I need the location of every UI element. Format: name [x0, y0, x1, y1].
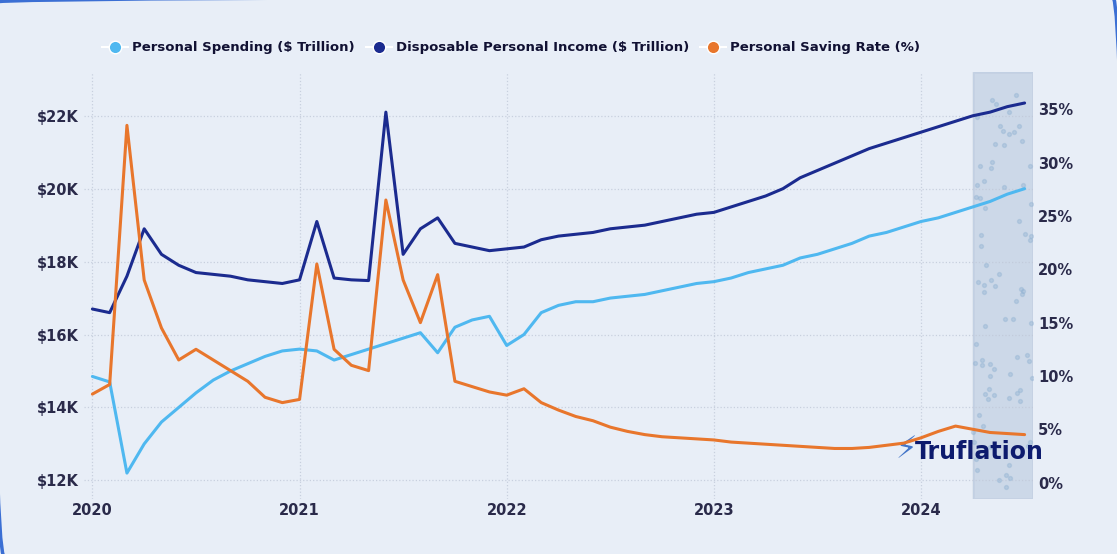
Bar [973, 72, 1033, 499]
Point [975, 281, 993, 290]
Point [964, 428, 982, 437]
Point [984, 96, 1002, 105]
Point [995, 314, 1013, 323]
Point [1000, 130, 1018, 138]
Point [1011, 216, 1029, 225]
Point [1021, 162, 1039, 171]
Bar [973, 72, 1033, 499]
Point [1000, 107, 1018, 116]
Point [976, 260, 994, 269]
Bar [973, 72, 1033, 499]
Text: ⚡: ⚡ [896, 435, 917, 464]
Point [976, 321, 994, 330]
Point [1018, 350, 1035, 359]
Point [991, 269, 1009, 278]
Point [1014, 286, 1032, 295]
Point [1012, 284, 1030, 293]
Point [1000, 394, 1018, 403]
Point [1014, 181, 1032, 189]
Point [968, 465, 986, 474]
Point [973, 361, 991, 370]
Point [1008, 389, 1025, 398]
Point [974, 421, 992, 430]
Point [1013, 136, 1031, 145]
Point [981, 372, 999, 381]
Point [982, 360, 1000, 368]
Point [976, 389, 994, 398]
Point [975, 288, 993, 296]
Point [985, 391, 1003, 399]
Point [994, 126, 1012, 135]
Point [1011, 397, 1029, 406]
Point [1001, 370, 1019, 378]
Point [966, 455, 984, 464]
Point [1011, 121, 1029, 130]
Point [970, 278, 987, 286]
Point [966, 340, 984, 348]
Point [1021, 438, 1039, 447]
Bar [973, 72, 1033, 499]
Point [985, 365, 1003, 374]
Point [982, 163, 1000, 172]
Point [987, 100, 1005, 109]
Point [1022, 199, 1040, 208]
Point [1001, 473, 1019, 482]
Point [982, 276, 1000, 285]
Point [973, 355, 991, 364]
Point [1006, 90, 1024, 99]
Point [1020, 356, 1038, 365]
Point [1004, 314, 1022, 323]
Point [967, 193, 985, 202]
Point [972, 162, 990, 171]
Point [1022, 319, 1040, 327]
Point [1009, 353, 1027, 362]
Point [972, 230, 990, 239]
Point [967, 112, 985, 121]
Point [966, 358, 984, 367]
Point [1006, 296, 1024, 305]
Point [995, 140, 1013, 149]
Point [986, 281, 1004, 290]
Point [992, 121, 1010, 130]
Bar [973, 72, 1033, 499]
Point [983, 157, 1001, 166]
Point [973, 241, 991, 250]
Point [1000, 460, 1018, 469]
Legend: Personal Spending ($ Trillion), Disposable Personal Income ($ Trillion), Persona: Personal Spending ($ Trillion), Disposab… [97, 36, 925, 59]
Point [968, 180, 986, 189]
Bar [973, 72, 1033, 499]
Point [996, 471, 1014, 480]
Point [986, 140, 1004, 148]
Point [996, 483, 1014, 492]
Point [976, 204, 994, 213]
Point [982, 443, 1000, 452]
Bar [973, 72, 1033, 499]
Text: Truflation: Truflation [915, 440, 1043, 464]
Bar [973, 72, 1033, 499]
Point [1022, 232, 1040, 240]
Point [1011, 386, 1029, 394]
Point [981, 384, 999, 393]
Point [990, 475, 1008, 484]
Point [965, 438, 983, 447]
Point [1023, 374, 1041, 383]
Point [1019, 442, 1037, 450]
Point [1021, 235, 1039, 244]
Point [971, 193, 989, 202]
Point [970, 411, 987, 420]
Point [980, 394, 997, 403]
Point [1016, 230, 1034, 239]
Point [1013, 289, 1031, 298]
Point [975, 176, 993, 185]
Point [1005, 127, 1023, 136]
Point [995, 183, 1013, 192]
